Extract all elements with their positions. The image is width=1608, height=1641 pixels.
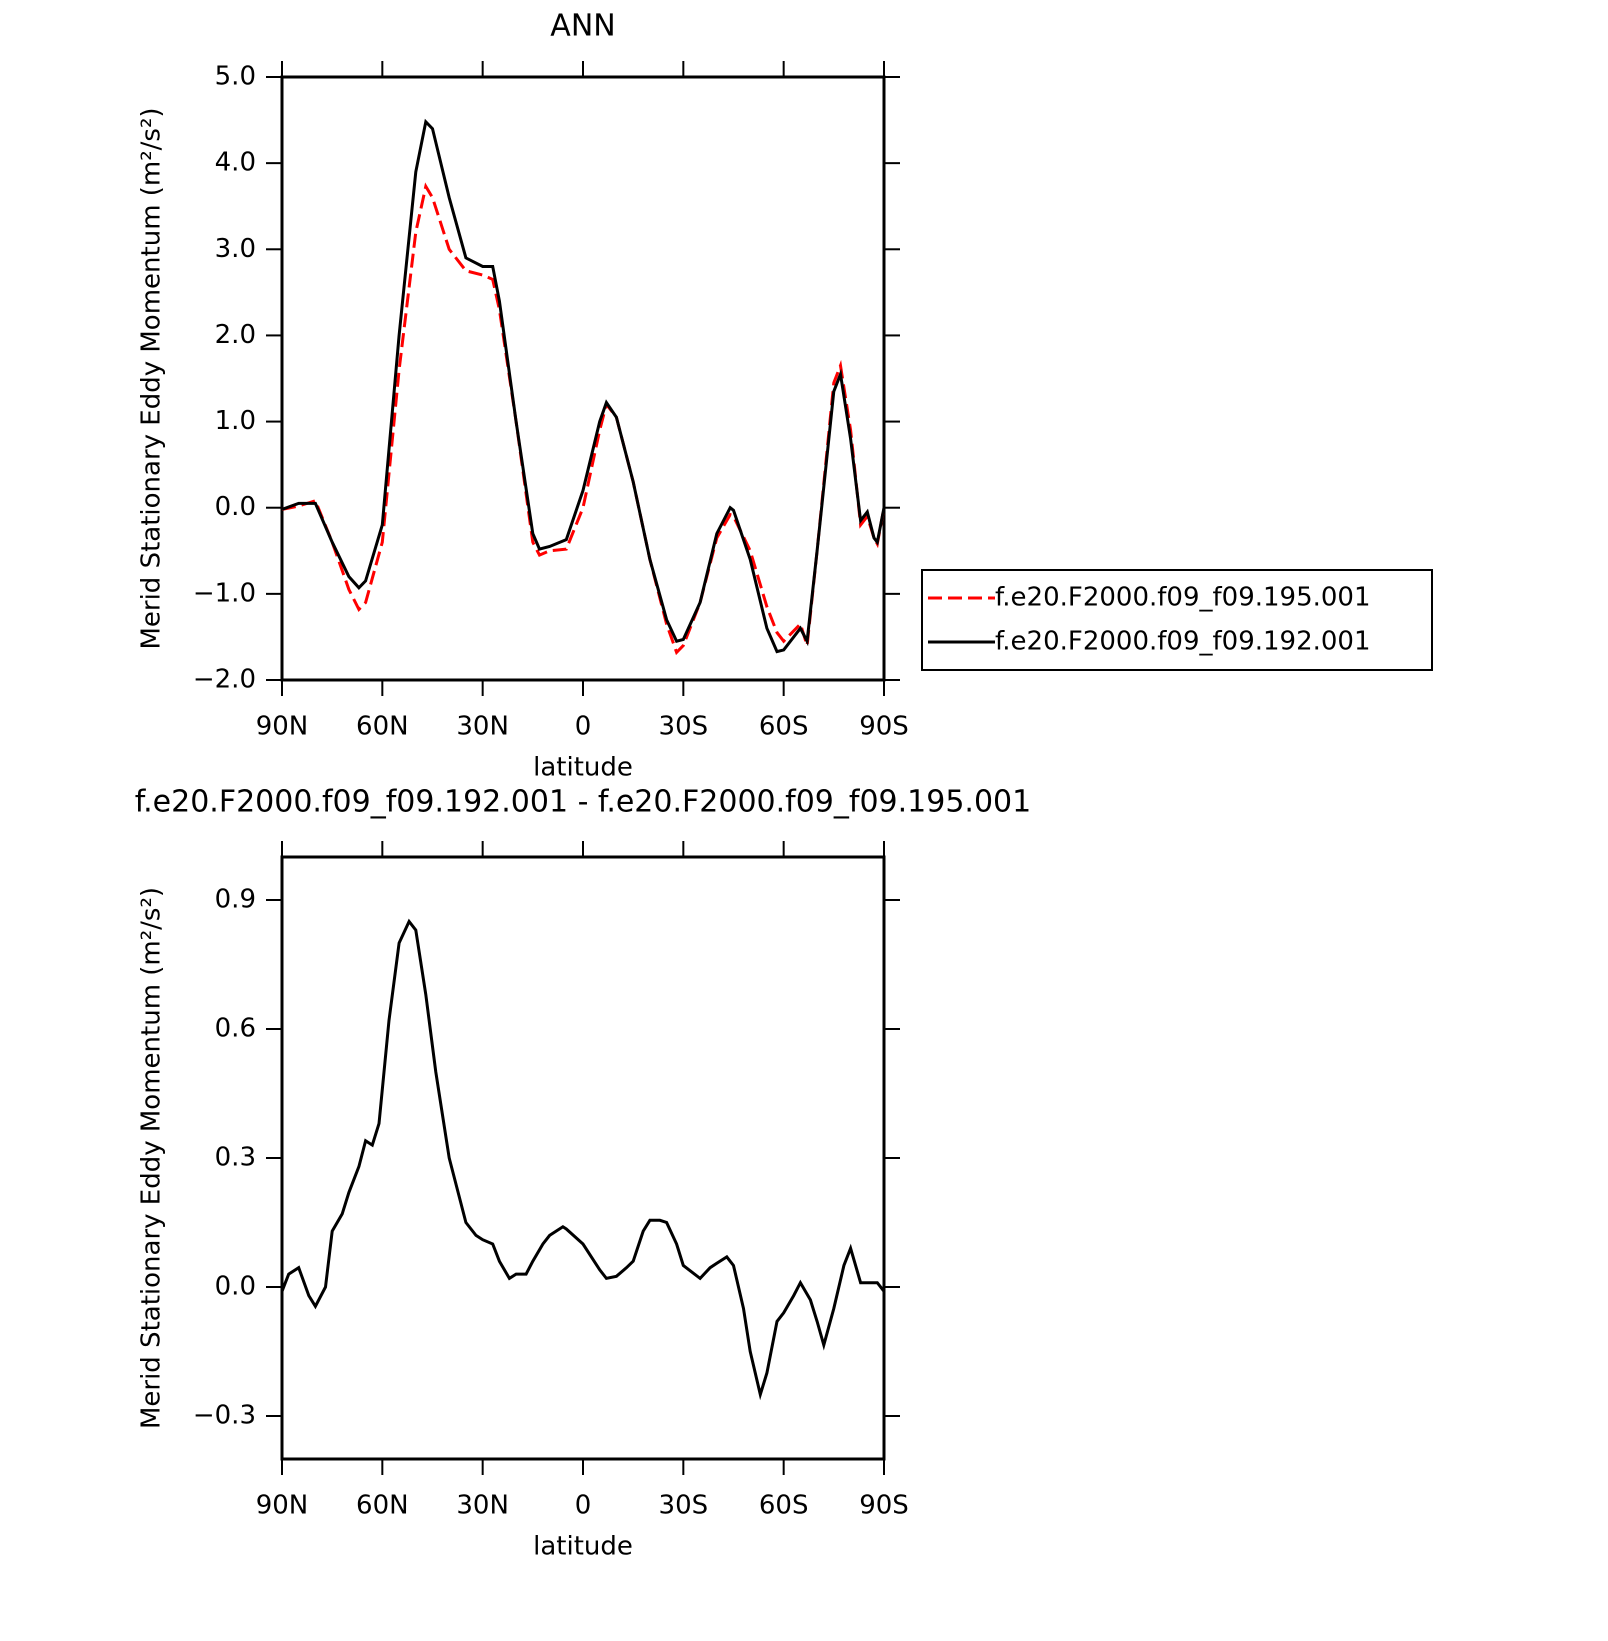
x-tick-label: 60N [356, 712, 409, 742]
y-tick-label: 3.0 [215, 234, 256, 264]
x-tick-label: 90N [256, 712, 309, 742]
y-axis-label: Merid Stationary Eddy Momentum (m²/s²) [137, 107, 167, 649]
x-tick-label: 30S [659, 712, 709, 742]
y-tick-label: −0.3 [193, 1401, 256, 1431]
legend-box [921, 569, 1433, 671]
x-tick-label: 90S [859, 712, 909, 742]
y-tick-label: 2.0 [215, 320, 256, 350]
x-tick-label: 60N [356, 1491, 409, 1521]
y-tick-label: 0.6 [215, 1014, 256, 1044]
x-tick-label: 30N [456, 712, 509, 742]
chart-title: f.e20.F2000.f09_f09.192.001 - f.e20.F200… [135, 785, 1031, 820]
y-tick-label: 0.0 [215, 1272, 256, 1302]
y-axis-label: Merid Stationary Eddy Momentum (m²/s²) [137, 887, 167, 1429]
y-tick-label: 0.0 [215, 492, 256, 522]
x-tick-label: 90N [256, 1491, 309, 1521]
y-tick-label: 0.3 [215, 1143, 256, 1173]
x-tick-label: 60S [759, 712, 809, 742]
x-axis-label: latitude [533, 753, 633, 783]
x-tick-label: 0 [575, 712, 592, 742]
x-tick-label: 60S [759, 1491, 809, 1521]
x-tick-label: 90S [859, 1491, 909, 1521]
x-tick-label: 30N [456, 1491, 509, 1521]
legend-label: f.e20.F2000.f09_f09.192.001 [995, 627, 1371, 657]
y-tick-label: −2.0 [193, 665, 256, 695]
chart-title: ANN [550, 9, 615, 44]
y-tick-label: 1.0 [215, 406, 256, 436]
legend-label: f.e20.F2000.f09_f09.195.001 [995, 583, 1371, 613]
x-tick-label: 30S [659, 1491, 709, 1521]
data-line [281, 118, 886, 654]
y-tick-label: −1.0 [193, 578, 256, 608]
x-tick-label: 0 [575, 1491, 592, 1521]
data-line [280, 918, 886, 1401]
y-tick-label: 4.0 [215, 148, 256, 178]
x-axis-label: latitude [533, 1532, 633, 1562]
y-tick-label: 5.0 [215, 62, 256, 92]
y-tick-label: 0.9 [215, 885, 256, 915]
